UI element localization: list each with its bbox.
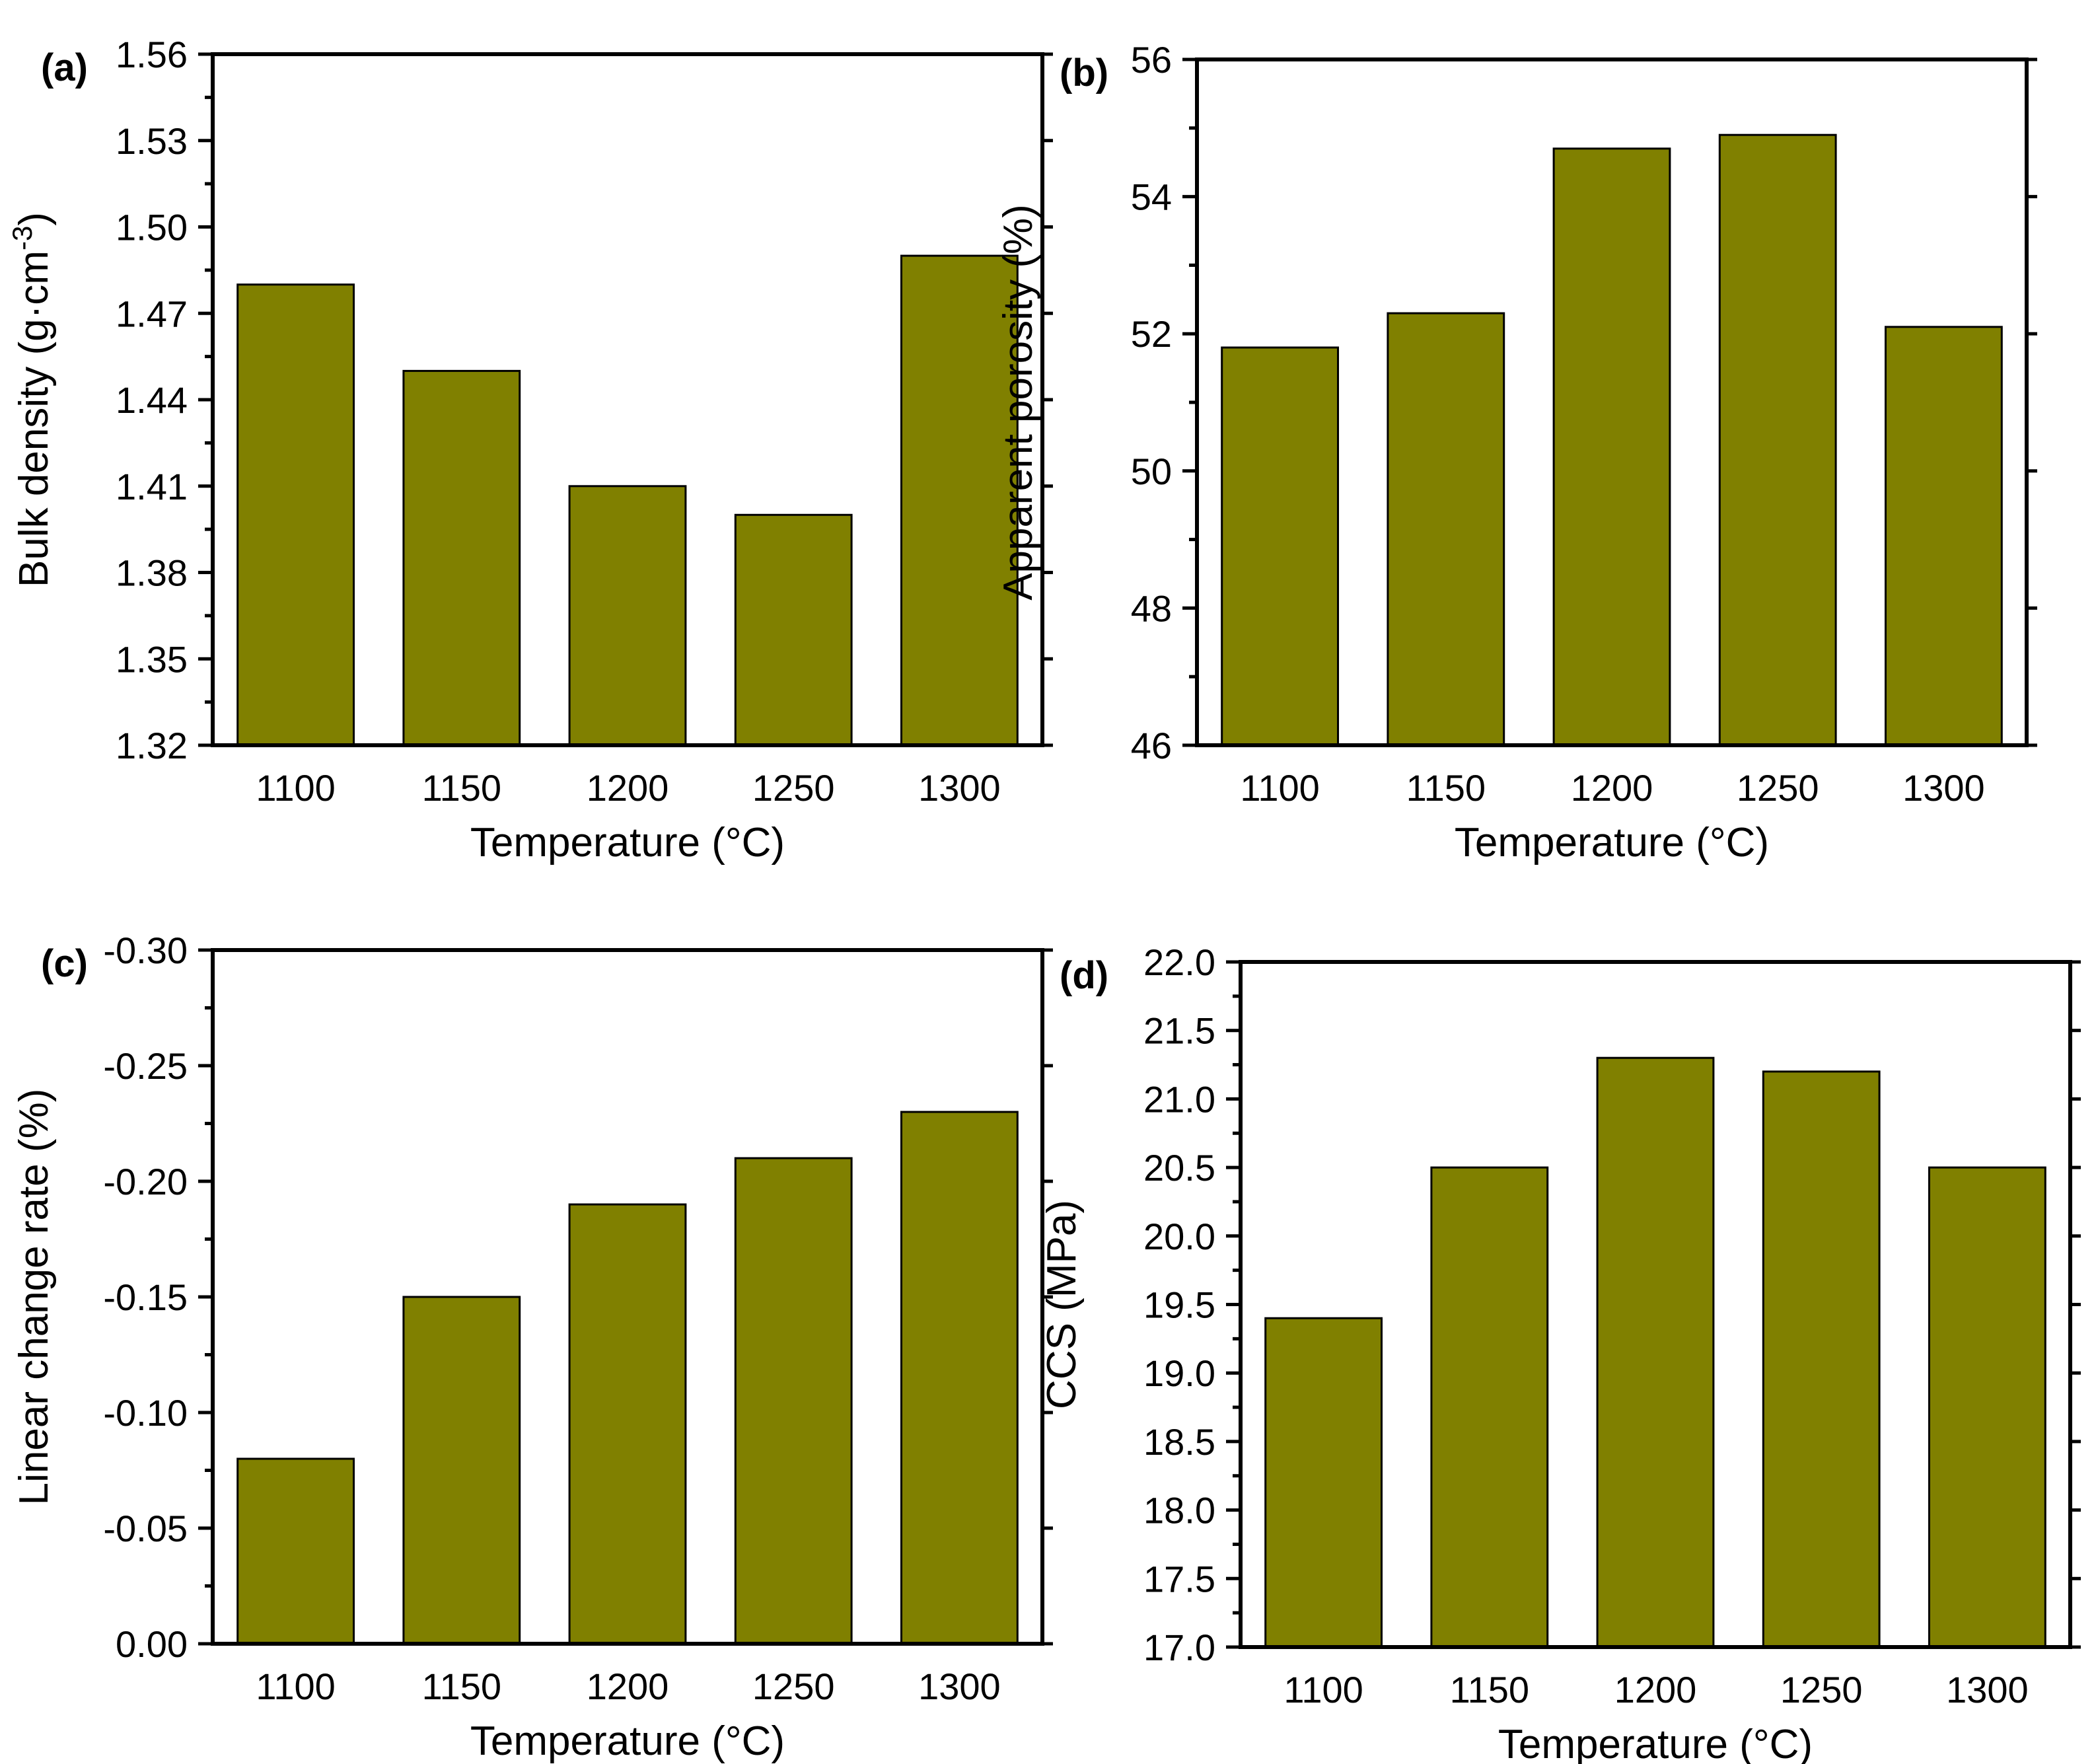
xtick-label-b-2: 1200 xyxy=(1571,767,1653,809)
xtick-label-c-3: 1250 xyxy=(752,1666,835,1707)
ytick-label-d-3: 18.5 xyxy=(1143,1421,1215,1463)
ytick-label-a-1: 1.35 xyxy=(116,638,188,680)
bar-b-1200 xyxy=(1552,147,1671,747)
x-axis-title-b: Temperature (°C) xyxy=(1455,820,1769,865)
ytick-label-d-6: 20.0 xyxy=(1143,1216,1215,1257)
panel-label-b: (b) xyxy=(1060,52,1108,94)
xtick-label-b-1: 1150 xyxy=(1406,767,1486,809)
bar-c-1200 xyxy=(568,1203,687,1645)
xtick-label-c-1: 1150 xyxy=(422,1666,501,1707)
xtick-label-d-2: 1200 xyxy=(1614,1669,1697,1710)
ytick-label-c-3: -0.15 xyxy=(103,1276,188,1318)
ytick-label-a-2: 1.38 xyxy=(116,552,188,594)
bar-a-1200 xyxy=(568,485,687,747)
x-axis-title-d: Temperature (°C) xyxy=(1498,1722,1813,1764)
ytick-label-b-1: 48 xyxy=(1131,587,1172,629)
ytick-label-a-0: 1.32 xyxy=(116,725,188,766)
panel-a: 1.32 1.35 1.38 1.41 1.44 1.47 1.50 1.53 1.56 1100… xyxy=(7,34,1053,865)
bar-c-1100 xyxy=(236,1457,355,1645)
panel-label-d: (d) xyxy=(1060,954,1108,997)
ytick-label-d-5: 19.5 xyxy=(1143,1284,1215,1326)
ytick-label-c-5: -0.25 xyxy=(103,1045,188,1087)
ytick-label-a-4: 1.44 xyxy=(116,379,188,421)
xtick-label-d-4: 1300 xyxy=(1946,1669,2029,1710)
ytick-label-a-5: 1.47 xyxy=(116,293,188,334)
y-axis-title-a-end: ) xyxy=(11,212,57,226)
ytick-label-a-7: 1.53 xyxy=(116,120,188,162)
bar-c-1250 xyxy=(734,1157,853,1645)
ytick-label-b-4: 54 xyxy=(1131,176,1172,218)
bar-b-1250 xyxy=(1718,133,1837,747)
y-axis-title-c: Linear change rate (%) xyxy=(11,1089,57,1506)
xtick-label-c-4: 1300 xyxy=(918,1666,1001,1707)
panel-label-a: (a) xyxy=(41,46,88,89)
ytick-label-b-3: 52 xyxy=(1131,313,1172,355)
bar-d-1150 xyxy=(1430,1166,1549,1648)
bar-d-1100 xyxy=(1264,1317,1383,1648)
panel-label-c: (c) xyxy=(41,942,88,985)
bar-c-1300 xyxy=(900,1111,1019,1645)
xtick-label-b-3: 1250 xyxy=(1737,767,1819,809)
bar-a-1300 xyxy=(900,254,1019,747)
xtick-label-c-2: 1200 xyxy=(587,1666,669,1707)
ytick-label-d-8: 21.0 xyxy=(1143,1078,1215,1120)
bar-b-1300 xyxy=(1885,326,2003,747)
x-axis-title-a: Temperature (°C) xyxy=(470,820,785,865)
bar-d-1200 xyxy=(1596,1056,1715,1648)
y-axis-title-a: Bulk density (g·cm-3) xyxy=(7,212,57,587)
xtick-label-a-1: 1150 xyxy=(422,767,501,809)
ytick-label-d-9: 21.5 xyxy=(1143,1010,1215,1052)
y-axis-title-d: CCS (MPa) xyxy=(1039,1200,1085,1409)
ytick-label-c-0: 0.00 xyxy=(116,1623,188,1665)
bar-d-1250 xyxy=(1762,1070,1881,1648)
panel-d: 17.0 17.5 18.0 18.5 19.0 19.5 20.0 20.5 21.0 21.5… xyxy=(1039,941,2081,1764)
ytick-label-c-6: -0.30 xyxy=(103,930,188,971)
ytick-label-b-0: 46 xyxy=(1131,725,1172,766)
ytick-label-b-5: 56 xyxy=(1131,39,1172,81)
bar-b-1150 xyxy=(1387,312,1505,747)
panel-c: 0.00 -0.05 -0.10 -0.15 -0.20 -0.25 -0.30 1100 11… xyxy=(11,930,1053,1764)
ytick-label-d-4: 19.0 xyxy=(1143,1352,1215,1394)
xtick-label-d-0: 1100 xyxy=(1283,1669,1363,1710)
bar-b-1100 xyxy=(1221,346,1339,747)
ytick-label-d-10: 22.0 xyxy=(1143,941,1215,983)
y-axis-title-a-sup: -3 xyxy=(7,226,38,250)
bar-a-1150 xyxy=(402,369,521,747)
ytick-label-c-1: -0.05 xyxy=(103,1508,188,1549)
xtick-label-b-0: 1100 xyxy=(1240,767,1319,809)
ytick-label-c-4: -0.20 xyxy=(103,1161,188,1202)
xtick-label-c-0: 1100 xyxy=(256,1666,335,1707)
xtick-label-d-1: 1150 xyxy=(1450,1669,1529,1710)
ytick-label-a-3: 1.41 xyxy=(116,466,188,507)
xtick-label-a-2: 1200 xyxy=(587,767,669,809)
ytick-label-d-2: 18.0 xyxy=(1143,1490,1215,1531)
ytick-label-d-1: 17.5 xyxy=(1143,1558,1215,1599)
xtick-label-b-4: 1300 xyxy=(1902,767,1985,809)
ytick-label-a-8: 1.56 xyxy=(116,34,188,75)
y-axis-title-a-main: Bulk density (g·cm xyxy=(11,250,57,587)
xtick-label-a-4: 1300 xyxy=(918,767,1001,809)
bar-d-1300 xyxy=(1928,1166,2046,1648)
xtick-label-a-3: 1250 xyxy=(752,767,835,809)
bar-a-1250 xyxy=(734,513,853,747)
xtick-label-d-3: 1250 xyxy=(1780,1669,1863,1710)
panel-b: 46 48 50 52 54 56 1100 1150 1200 1250 1300 Temperat… xyxy=(995,39,2037,865)
ytick-label-d-7: 20.5 xyxy=(1143,1147,1215,1189)
ytick-label-a-6: 1.50 xyxy=(116,207,188,248)
x-axis-title-c: Temperature (°C) xyxy=(470,1718,785,1764)
ytick-label-c-2: -0.10 xyxy=(103,1392,188,1434)
xtick-label-a-0: 1100 xyxy=(256,767,335,809)
bar-c-1150 xyxy=(402,1296,521,1645)
y-axis-title-b: Apparent porosity (%) xyxy=(995,204,1041,601)
ytick-label-d-0: 17.0 xyxy=(1143,1627,1215,1668)
bar-a-1100 xyxy=(236,283,355,747)
ytick-label-b-2: 50 xyxy=(1131,451,1172,492)
